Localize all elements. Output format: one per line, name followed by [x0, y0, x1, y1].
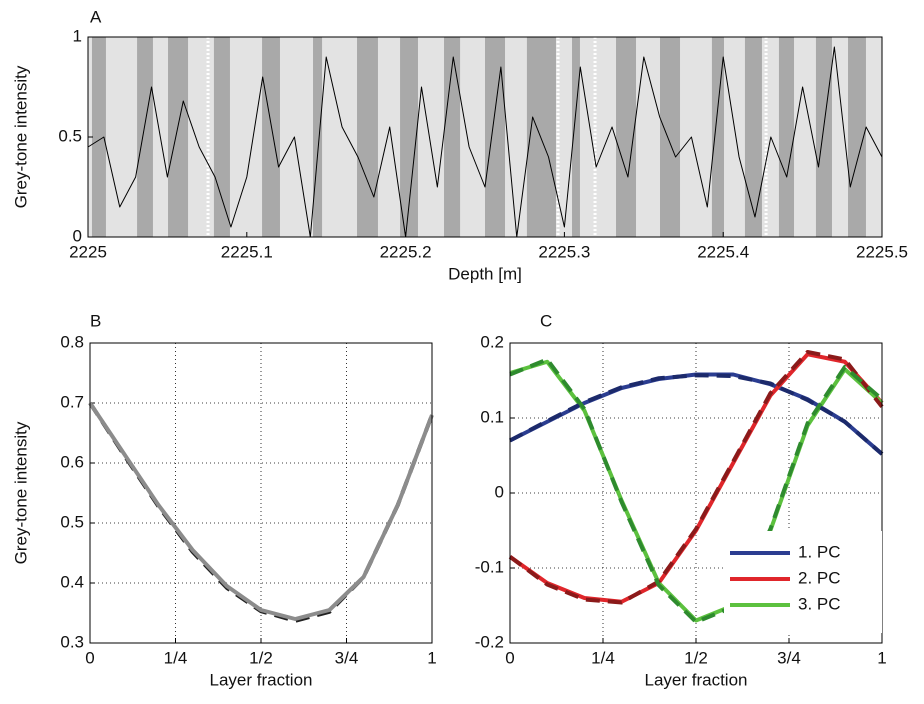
y-tick-label: -0.2 [475, 632, 504, 651]
y-tick-label: 0.8 [60, 332, 84, 351]
y-tick-label: 0.4 [60, 572, 84, 591]
layer-band [659, 37, 681, 237]
plot-frame [89, 342, 433, 644]
panel-label: C [540, 311, 552, 330]
layer-band [526, 37, 556, 237]
layer-band [262, 37, 280, 237]
plot-frame [87, 36, 883, 238]
data-line [509, 373, 884, 456]
layer-band [485, 37, 506, 237]
x-tick-label: 1 [427, 648, 436, 667]
panel-label: A [90, 7, 102, 26]
x-tick-label: 1 [877, 648, 886, 667]
legend-label: 2. PC [798, 568, 841, 587]
y-tick-label: 0.3 [60, 632, 84, 651]
y-tick-label: 0.5 [60, 512, 84, 531]
y-tick-label: -0.1 [475, 557, 504, 576]
y-tick-label: 1 [73, 26, 82, 45]
plot-frame [509, 342, 883, 644]
layer-band [711, 37, 724, 237]
x-tick-label: 2225.1 [221, 242, 273, 261]
y-tick-label: 0.5 [58, 126, 82, 145]
data-line [509, 357, 884, 624]
y-axis-label: Grey-tone intensity [11, 421, 30, 564]
x-axis-label: Depth [m] [448, 264, 522, 283]
layer-band [444, 37, 461, 237]
layer-band [616, 37, 637, 237]
x-tick-label: 0 [505, 648, 514, 667]
layer-band [848, 37, 866, 237]
y-tick-label: 0 [495, 482, 504, 501]
layer-band [778, 37, 795, 237]
y-tick-label: 0 [73, 226, 82, 245]
legend-label: 1. PC [798, 542, 841, 561]
data-line [88, 401, 434, 621]
data-line [508, 350, 884, 605]
x-tick-label: 2225.3 [538, 242, 590, 261]
layer-band [137, 37, 153, 237]
x-tick-label: 2225.2 [380, 242, 432, 261]
x-tick-label: 1/4 [164, 648, 188, 667]
y-axis-label: Grey-tone intensity [11, 65, 30, 208]
layer-band [572, 37, 580, 237]
data-line [87, 46, 883, 238]
layer-band [213, 37, 230, 237]
legend-label: 3. PC [798, 594, 841, 613]
x-tick-label: 3/4 [335, 648, 359, 667]
x-axis-label: Layer fraction [210, 670, 313, 689]
layer-band [400, 37, 418, 237]
legend-box [724, 531, 882, 633]
x-tick-label: 0 [85, 648, 94, 667]
layer-band [91, 37, 106, 237]
y-tick-label: 0.1 [480, 407, 504, 426]
x-tick-label: 2225 [69, 242, 107, 261]
layer-band [168, 37, 189, 237]
layer-band [744, 37, 762, 237]
x-tick-label: 2225.4 [697, 242, 749, 261]
layer-band [313, 37, 323, 237]
y-tick-label: 0.7 [60, 392, 84, 411]
x-axis-label: Layer fraction [645, 670, 748, 689]
x-tick-label: 1/2 [684, 648, 708, 667]
x-tick-label: 1/2 [249, 648, 273, 667]
layer-band [357, 37, 378, 237]
x-tick-label: 3/4 [777, 648, 801, 667]
x-tick-label: 2225.5 [856, 242, 908, 261]
x-tick-label: 1/4 [591, 648, 615, 667]
layer-band [815, 37, 832, 237]
y-tick-label: 0.6 [60, 452, 84, 471]
panel-label: B [90, 311, 101, 330]
y-tick-label: 0.2 [480, 332, 504, 351]
